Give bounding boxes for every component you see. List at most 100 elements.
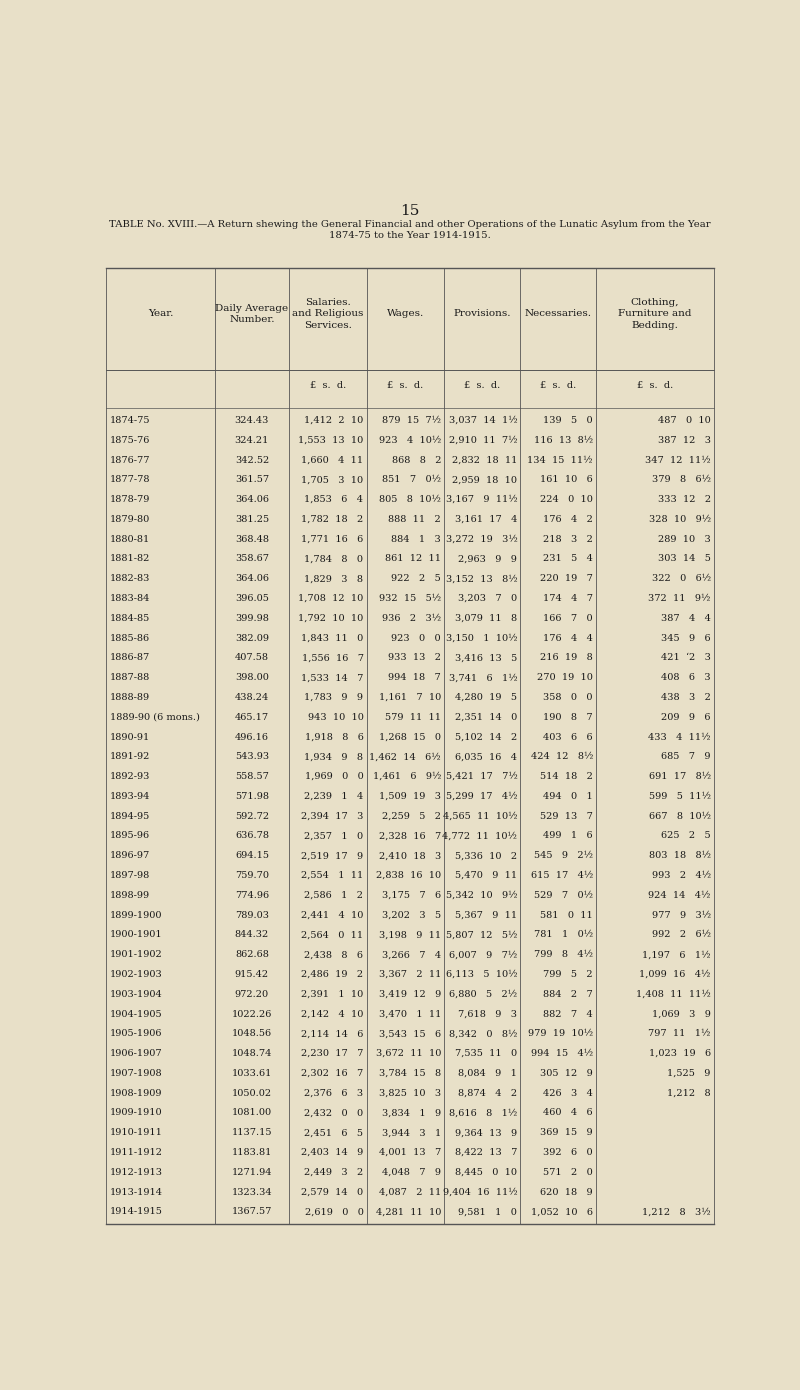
Text: Daily Average
Number.: Daily Average Number.	[215, 303, 289, 324]
Text: £  s.  d.: £ s. d.	[464, 381, 500, 391]
Text: 209   9   6: 209 9 6	[662, 713, 710, 721]
Text: 2,351  14   0: 2,351 14 0	[455, 713, 518, 721]
Text: 1875-76: 1875-76	[110, 435, 150, 445]
Text: 2,832  18  11: 2,832 18 11	[452, 456, 518, 464]
Text: 1902-1903: 1902-1903	[110, 970, 162, 979]
Text: 396.05: 396.05	[235, 594, 269, 603]
Text: 667   8  10½: 667 8 10½	[649, 812, 710, 820]
Text: 4,001  13   7: 4,001 13 7	[378, 1148, 441, 1156]
Text: 289  10   3: 289 10 3	[658, 535, 710, 543]
Text: 1874-75 to the Year 1914-1915.: 1874-75 to the Year 1914-1915.	[329, 231, 491, 240]
Text: 979  19  10½: 979 19 10½	[528, 1030, 593, 1038]
Text: 407.58: 407.58	[235, 653, 269, 663]
Text: 2,114  14   6: 2,114 14 6	[301, 1030, 363, 1038]
Text: 166   7   0: 166 7 0	[543, 614, 593, 623]
Text: 231   5   4: 231 5 4	[543, 555, 593, 563]
Text: 161  10   6: 161 10 6	[540, 475, 593, 484]
Text: 5,102  14   2: 5,102 14 2	[455, 733, 518, 741]
Text: 2,259   5   2: 2,259 5 2	[382, 812, 441, 820]
Text: 1271.94: 1271.94	[232, 1168, 272, 1177]
Text: 5,342  10   9½: 5,342 10 9½	[446, 891, 518, 899]
Text: 1906-1907: 1906-1907	[110, 1049, 162, 1058]
Text: 1048.56: 1048.56	[232, 1030, 272, 1038]
Text: 1908-1909: 1908-1909	[110, 1088, 162, 1098]
Text: 1882-83: 1882-83	[110, 574, 150, 584]
Text: 1903-1904: 1903-1904	[110, 990, 162, 999]
Text: 9,364  13   9: 9,364 13 9	[455, 1129, 518, 1137]
Text: 8,616   8   1½: 8,616 8 1½	[449, 1108, 518, 1118]
Text: 1050.02: 1050.02	[232, 1088, 272, 1098]
Text: 1,525   9: 1,525 9	[667, 1069, 710, 1077]
Text: Clothing,
Furniture and
Bedding.: Clothing, Furniture and Bedding.	[618, 297, 692, 331]
Text: 1911-1912: 1911-1912	[110, 1148, 163, 1156]
Text: 2,394  17   3: 2,394 17 3	[301, 812, 363, 820]
Text: 6,007   9   7½: 6,007 9 7½	[449, 951, 518, 959]
Text: 1890-91: 1890-91	[110, 733, 150, 741]
Text: Wages.: Wages.	[386, 310, 424, 318]
Text: 4,281  11  10: 4,281 11 10	[376, 1208, 441, 1216]
Text: 496.16: 496.16	[235, 733, 269, 741]
Text: 3,175   7   6: 3,175 7 6	[382, 891, 441, 899]
Text: 1898-99: 1898-99	[110, 891, 150, 899]
Text: 3,825  10   3: 3,825 10 3	[379, 1088, 441, 1098]
Text: 305  12   9: 305 12 9	[540, 1069, 593, 1077]
Text: 1,099  16   4½: 1,099 16 4½	[639, 970, 710, 979]
Text: 8,422  13   7: 8,422 13 7	[455, 1148, 518, 1156]
Text: 2,403  14   9: 2,403 14 9	[302, 1148, 363, 1156]
Text: 1,969   0   0: 1,969 0 0	[305, 771, 363, 781]
Text: 1897-98: 1897-98	[110, 872, 150, 880]
Text: 1,462  14   6½: 1,462 14 6½	[370, 752, 441, 762]
Text: 2,519  17   9: 2,519 17 9	[302, 851, 363, 860]
Text: 923   0   0: 923 0 0	[391, 634, 441, 642]
Text: 994  15   4½: 994 15 4½	[530, 1049, 593, 1058]
Text: 844.32: 844.32	[234, 930, 269, 940]
Text: 345   9   6: 345 9 6	[661, 634, 710, 642]
Text: 5,299  17   4½: 5,299 17 4½	[446, 792, 518, 801]
Text: 8,084   9   1: 8,084 9 1	[458, 1069, 518, 1077]
Text: 1183.81: 1183.81	[232, 1148, 272, 1156]
Text: 1907-1908: 1907-1908	[110, 1069, 162, 1077]
Text: 438   3   2: 438 3 2	[661, 694, 710, 702]
Text: 1874-75: 1874-75	[110, 416, 150, 425]
Text: 1881-82: 1881-82	[110, 555, 150, 563]
Text: 884   1   3: 884 1 3	[391, 535, 441, 543]
Text: 270  19  10: 270 19 10	[537, 673, 593, 682]
Text: 3,784  15   8: 3,784 15 8	[379, 1069, 441, 1077]
Text: 1,461   6   9½: 1,461 6 9½	[373, 771, 441, 781]
Text: 2,328  16   7: 2,328 16 7	[378, 831, 441, 841]
Text: 426   3   4: 426 3 4	[543, 1088, 593, 1098]
Text: 915.42: 915.42	[235, 970, 269, 979]
Text: 3,203   7   0: 3,203 7 0	[458, 594, 518, 603]
Text: 460   4   6: 460 4 6	[543, 1108, 593, 1118]
Text: 879  15  7½: 879 15 7½	[382, 416, 441, 425]
Text: 2,438   8   6: 2,438 8 6	[305, 951, 363, 959]
Text: 3,367   2  11: 3,367 2 11	[378, 970, 441, 979]
Text: 1886-87: 1886-87	[110, 653, 150, 663]
Text: 529  13   7: 529 13 7	[540, 812, 593, 820]
Text: 2,554   1  11: 2,554 1 11	[302, 872, 363, 880]
Text: 6,035  16   4: 6,035 16 4	[455, 752, 518, 762]
Text: 8,445   0  10: 8,445 0 10	[455, 1168, 518, 1177]
Text: 994  18   7: 994 18 7	[388, 673, 441, 682]
Text: 543.93: 543.93	[235, 752, 269, 762]
Text: 1048.74: 1048.74	[232, 1049, 272, 1058]
Text: 1889-90 (6 mons.): 1889-90 (6 mons.)	[110, 713, 200, 721]
Text: 399.98: 399.98	[235, 614, 269, 623]
Text: 943  10  10: 943 10 10	[308, 713, 363, 721]
Text: 5,336  10   2: 5,336 10 2	[455, 851, 518, 860]
Text: 1910-1911: 1910-1911	[110, 1129, 162, 1137]
Text: 571.98: 571.98	[235, 792, 269, 801]
Text: 1887-88: 1887-88	[110, 673, 150, 682]
Text: 1893-94: 1893-94	[110, 792, 150, 801]
Text: 3,079  11   8: 3,079 11 8	[455, 614, 518, 623]
Text: 2,441   4  10: 2,441 4 10	[301, 910, 363, 920]
Text: 625   2   5: 625 2 5	[661, 831, 710, 841]
Text: Salaries.
and Religious
Services.: Salaries. and Religious Services.	[292, 297, 363, 331]
Text: 342.52: 342.52	[234, 456, 269, 464]
Text: 1904-1905: 1904-1905	[110, 1009, 162, 1019]
Text: 381.25: 381.25	[235, 514, 269, 524]
Text: 992   2   6½: 992 2 6½	[652, 930, 710, 940]
Text: 361.57: 361.57	[235, 475, 269, 484]
Text: 2,959  18  10: 2,959 18 10	[452, 475, 518, 484]
Text: 324.43: 324.43	[234, 416, 269, 425]
